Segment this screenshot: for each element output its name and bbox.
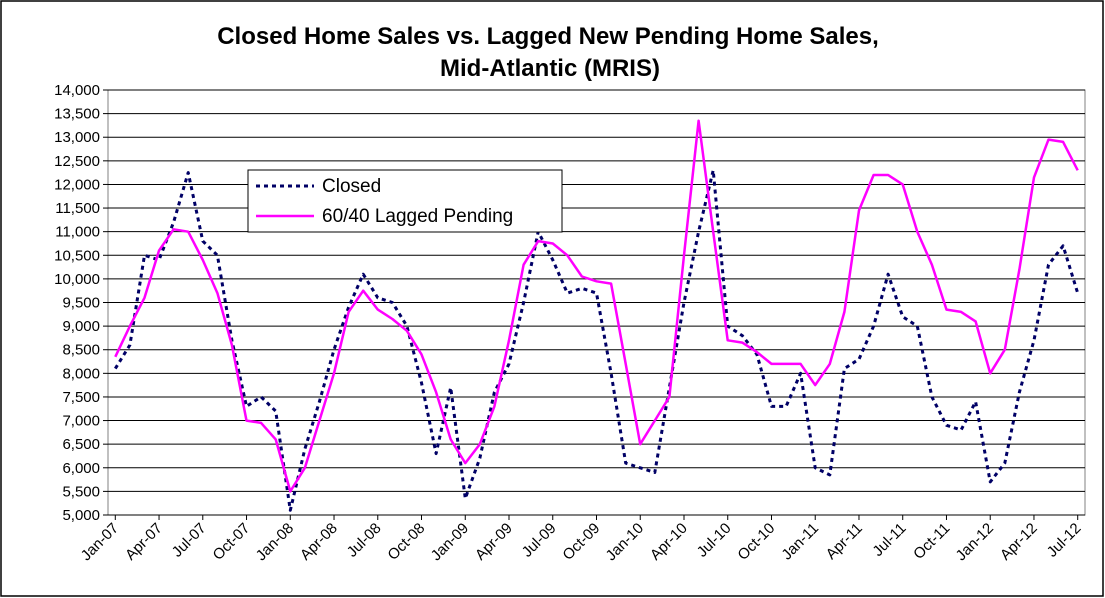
y-tick-label: 11,000 (55, 224, 100, 241)
y-tick-label: 5,500 (62, 483, 100, 500)
y-tick-label: 7,000 (62, 413, 100, 430)
y-tick-label: 14,000 (54, 82, 100, 99)
y-tick-label: 11,500 (55, 200, 100, 217)
y-tick-label: 8,500 (62, 342, 100, 359)
y-tick-label: 13,000 (54, 129, 100, 146)
y-tick-label: 10,500 (54, 247, 100, 264)
y-tick-label: 13,500 (54, 106, 100, 123)
chart-title: Closed Home Sales vs. Lagged New Pending… (217, 23, 879, 50)
y-tick-label: 9,000 (62, 318, 100, 335)
y-tick-label: 7,500 (62, 389, 100, 406)
y-tick-label: 5,000 (62, 507, 100, 524)
y-tick-label: 6,000 (62, 460, 100, 477)
y-tick-label: 10,000 (54, 271, 100, 288)
y-tick-label: 9,500 (62, 295, 100, 312)
legend-box (247, 169, 563, 233)
y-tick-label: 12,000 (54, 176, 100, 193)
legend-label: Closed (322, 176, 381, 197)
legend-label: 60/40 Lagged Pending (322, 206, 513, 227)
y-tick-label: 8,000 (62, 365, 100, 382)
y-tick-label: 6,500 (62, 436, 100, 453)
chart-subtitle: Mid-Atlantic (MRIS) (440, 55, 660, 82)
series-line (114, 119, 1079, 493)
y-tick-label: 12,500 (54, 153, 100, 170)
